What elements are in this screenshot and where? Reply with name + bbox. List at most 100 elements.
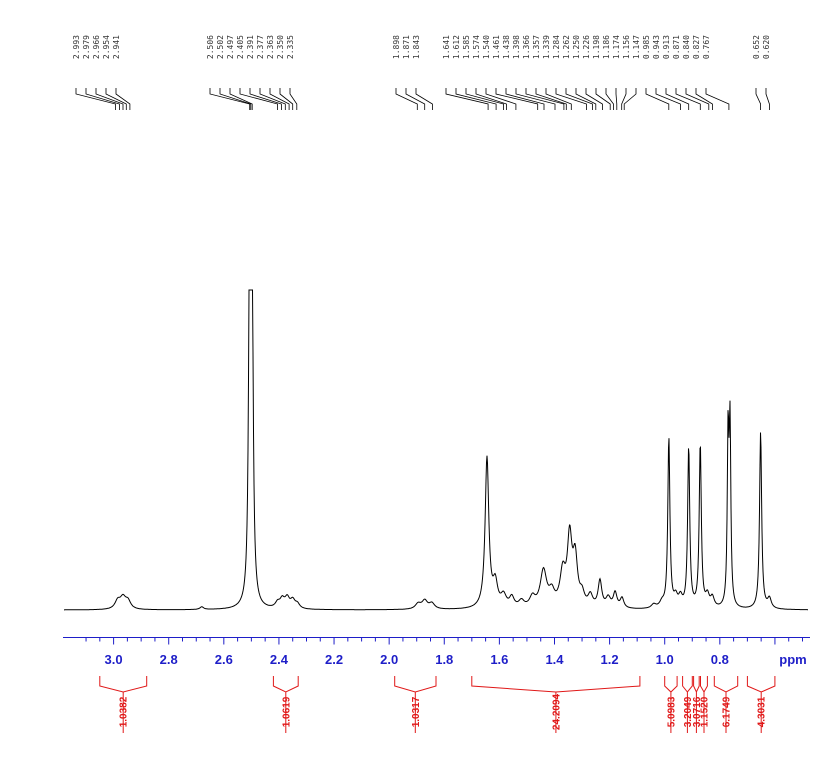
integral-bracket bbox=[693, 676, 700, 733]
peak-connector bbox=[85, 88, 120, 110]
x-tick-label: 1.0 bbox=[656, 652, 674, 667]
peak-label-group: 2.993 2.979 2.966 2.954 2.941 2.506 2.502 2.497… bbox=[72, 35, 771, 59]
peak-label: 1.843 bbox=[412, 35, 421, 59]
peak-label: 1.398 bbox=[512, 35, 521, 59]
integral-value: 3.0716 bbox=[692, 696, 703, 727]
peak-connector bbox=[585, 88, 603, 110]
x-tick-label: 1.6 bbox=[490, 652, 508, 667]
peak-label: 1.226 bbox=[582, 35, 591, 59]
peak-label: 1.585 bbox=[462, 35, 471, 59]
integral-value: 6.1749 bbox=[722, 696, 733, 727]
peak-label: 1.612 bbox=[452, 35, 461, 59]
peak-label: 1.156 bbox=[622, 35, 631, 59]
peak-connector bbox=[555, 88, 587, 110]
peak-label: 1.284 bbox=[552, 35, 561, 59]
peak-label: 0.620 bbox=[762, 35, 771, 59]
peak-connector bbox=[279, 88, 294, 110]
peak-connector-lines bbox=[75, 88, 770, 110]
integral-bracket bbox=[746, 676, 776, 733]
peak-label: 1.366 bbox=[522, 35, 531, 59]
peak-label: 0.871 bbox=[672, 35, 681, 59]
peak-connector bbox=[475, 88, 507, 110]
peak-connector bbox=[645, 88, 670, 110]
peak-label: 2.502 bbox=[216, 35, 225, 59]
peak-connector bbox=[755, 88, 761, 110]
peak-connector bbox=[665, 88, 690, 110]
x-tick-label: 2.2 bbox=[325, 652, 343, 667]
peak-label: 1.871 bbox=[402, 35, 411, 59]
integral-value: 3.2049 bbox=[683, 696, 694, 727]
integral-bracket bbox=[471, 676, 641, 733]
peak-label: 2.497 bbox=[226, 35, 235, 59]
peak-connector bbox=[505, 88, 545, 110]
peak-connector bbox=[249, 88, 282, 110]
peak-connector bbox=[535, 88, 567, 110]
peak-connector bbox=[405, 88, 426, 110]
peak-label: 2.506 bbox=[206, 35, 215, 59]
integral-value: 1.0619 bbox=[281, 696, 292, 727]
peak-connector bbox=[655, 88, 681, 110]
peak-connector bbox=[575, 88, 597, 110]
x-tick-label: 3.0 bbox=[105, 652, 123, 667]
peak-label: 1.357 bbox=[532, 35, 541, 59]
integral-bracket bbox=[700, 676, 708, 733]
x-tick-label: 1.8 bbox=[435, 652, 453, 667]
peak-label: 2.993 bbox=[72, 35, 81, 59]
peak-label: 0.943 bbox=[652, 35, 661, 59]
integral-bracket bbox=[272, 676, 299, 733]
x-axis-unit-label: ppm bbox=[779, 652, 806, 667]
integral-value: 24.2094 bbox=[551, 693, 562, 730]
peak-label: 2.966 bbox=[92, 35, 101, 59]
peak-label: 1.461 bbox=[492, 35, 501, 59]
peak-label: 1.186 bbox=[602, 35, 611, 59]
peak-connector bbox=[219, 88, 252, 110]
peak-connector bbox=[455, 88, 497, 110]
x-axis: 3.0 2.8 2.6 2.4 2.2 2.0 1.8 1.6 1.4 1.2 1.0 0.8 ppm bbox=[63, 637, 810, 667]
x-tick-label: 2.4 bbox=[270, 652, 289, 667]
peak-connector bbox=[605, 88, 614, 110]
peak-connector bbox=[415, 88, 433, 110]
integral-group: 1.0382 1.0619 1.0317 24.2094 5.0983 3.20493.0… bbox=[99, 676, 776, 733]
peak-connector bbox=[685, 88, 710, 110]
peak-connector bbox=[465, 88, 504, 110]
x-tick-label: 2.0 bbox=[380, 652, 398, 667]
peak-connector bbox=[269, 88, 290, 110]
peak-connector bbox=[115, 88, 131, 110]
integral-bracket bbox=[394, 676, 437, 733]
peak-connector bbox=[623, 88, 637, 110]
x-tick-label: 1.2 bbox=[601, 652, 619, 667]
peak-connector bbox=[615, 88, 618, 110]
integral-value: 5.0983 bbox=[666, 696, 677, 727]
peak-label: 2.363 bbox=[266, 35, 275, 59]
peak-label: 2.377 bbox=[256, 35, 265, 59]
peak-label: 0.985 bbox=[642, 35, 651, 59]
peak-connector bbox=[525, 88, 565, 110]
peak-connector bbox=[289, 88, 298, 110]
integral-bracket bbox=[664, 676, 678, 733]
peak-label: 1.574 bbox=[472, 35, 481, 59]
peak-connector bbox=[695, 88, 713, 110]
peak-connector bbox=[75, 88, 116, 110]
peak-connector bbox=[259, 88, 286, 110]
peak-label: 2.405 bbox=[236, 35, 245, 59]
peak-connector bbox=[445, 88, 489, 110]
integral-bracket bbox=[713, 676, 739, 733]
peak-connector bbox=[515, 88, 556, 110]
peak-connector bbox=[765, 88, 770, 110]
peak-label: 2.335 bbox=[286, 35, 295, 59]
peak-connector bbox=[95, 88, 124, 110]
peak-connector bbox=[229, 88, 253, 110]
peak-connector bbox=[595, 88, 611, 110]
peak-connector bbox=[239, 88, 278, 110]
peak-label: 0.767 bbox=[702, 35, 711, 59]
peak-label: 1.198 bbox=[592, 35, 601, 59]
peak-connector bbox=[705, 88, 730, 110]
peak-label: 1.438 bbox=[502, 35, 511, 59]
peak-label: 2.954 bbox=[102, 35, 111, 59]
peak-label: 2.979 bbox=[82, 35, 91, 59]
peak-label: 1.262 bbox=[562, 35, 571, 59]
peak-connector bbox=[105, 88, 127, 110]
peak-connector bbox=[209, 88, 251, 110]
peak-label: 2.391 bbox=[246, 35, 255, 59]
